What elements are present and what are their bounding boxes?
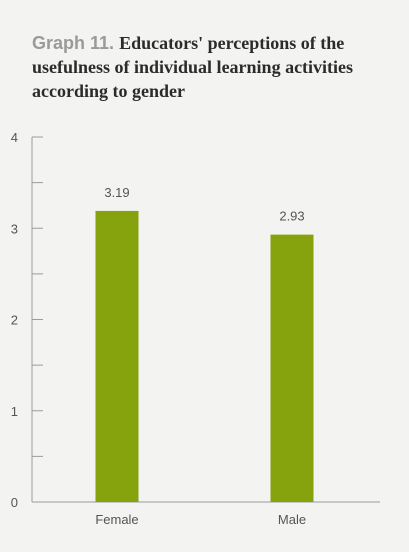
category-label: Male [278,512,306,527]
y-tick-label: 3 [11,221,18,236]
bar [270,234,314,502]
chart-title-prefix: Graph 11. [32,33,115,53]
y-tick-label: 1 [11,404,18,419]
data-label: 2.93 [279,209,304,224]
chart-bars [95,210,314,502]
y-tick-label: 2 [11,313,18,328]
y-tick-label: 4 [11,130,18,145]
chart-title: Graph 11. Educators' perceptions of the … [32,31,392,103]
y-tick-label: 0 [11,495,18,510]
bar [95,210,139,502]
chart-labels: 3.19 Female 2.93 Male [95,185,306,527]
chart-title-text: Educators' perceptions of the usefulness… [32,33,354,101]
data-label: 3.19 [104,185,129,200]
category-label: Female [95,512,138,527]
chart-axes: 0 1 2 3 4 [11,130,380,510]
